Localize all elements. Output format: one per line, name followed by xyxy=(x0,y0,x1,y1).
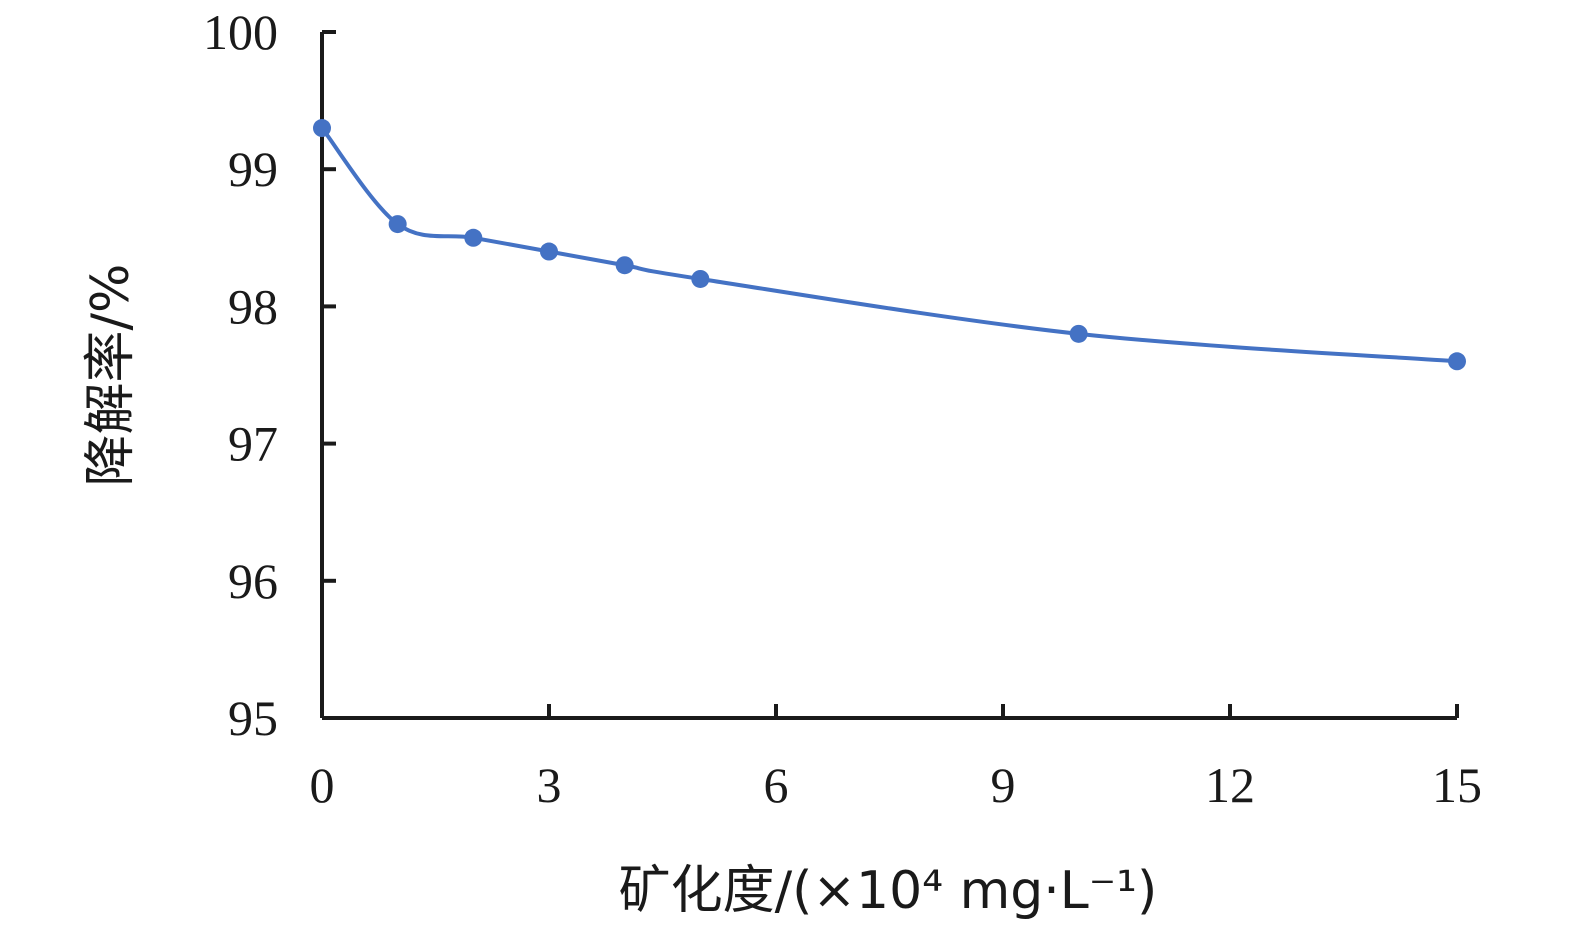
data-point xyxy=(615,256,634,275)
axes: 95 96 97 98 99 100 0 3 6 9 12 15 xyxy=(203,4,1482,813)
y-tick-label: 99 xyxy=(228,141,278,197)
y-tick-label: 96 xyxy=(228,553,278,609)
x-tick-label: 15 xyxy=(1432,757,1482,813)
x-tick-label: 3 xyxy=(537,757,562,813)
y-tick-label: 95 xyxy=(228,690,278,746)
data-point xyxy=(540,242,558,261)
data-point xyxy=(691,269,710,288)
y-tick-label: 98 xyxy=(228,278,278,334)
y-tick-label: 97 xyxy=(228,416,278,472)
data-point xyxy=(464,228,483,247)
y-tick-label: 100 xyxy=(203,4,278,60)
x-tick-label: 12 xyxy=(1205,757,1255,813)
data-point xyxy=(1069,324,1088,343)
y-axis-title: 降解率/% xyxy=(81,264,141,487)
data-point xyxy=(1448,352,1466,371)
data-point xyxy=(388,215,407,234)
data-point xyxy=(313,119,331,138)
x-tick-label: 9 xyxy=(991,757,1016,813)
x-tick-label: 6 xyxy=(764,757,789,813)
series-line xyxy=(320,126,1458,364)
x-tick-label: 0 xyxy=(310,757,335,813)
x-axis-title: 矿化度/(×10⁴ mg·L⁻¹) xyxy=(619,861,1158,921)
series-layer xyxy=(313,119,1466,371)
